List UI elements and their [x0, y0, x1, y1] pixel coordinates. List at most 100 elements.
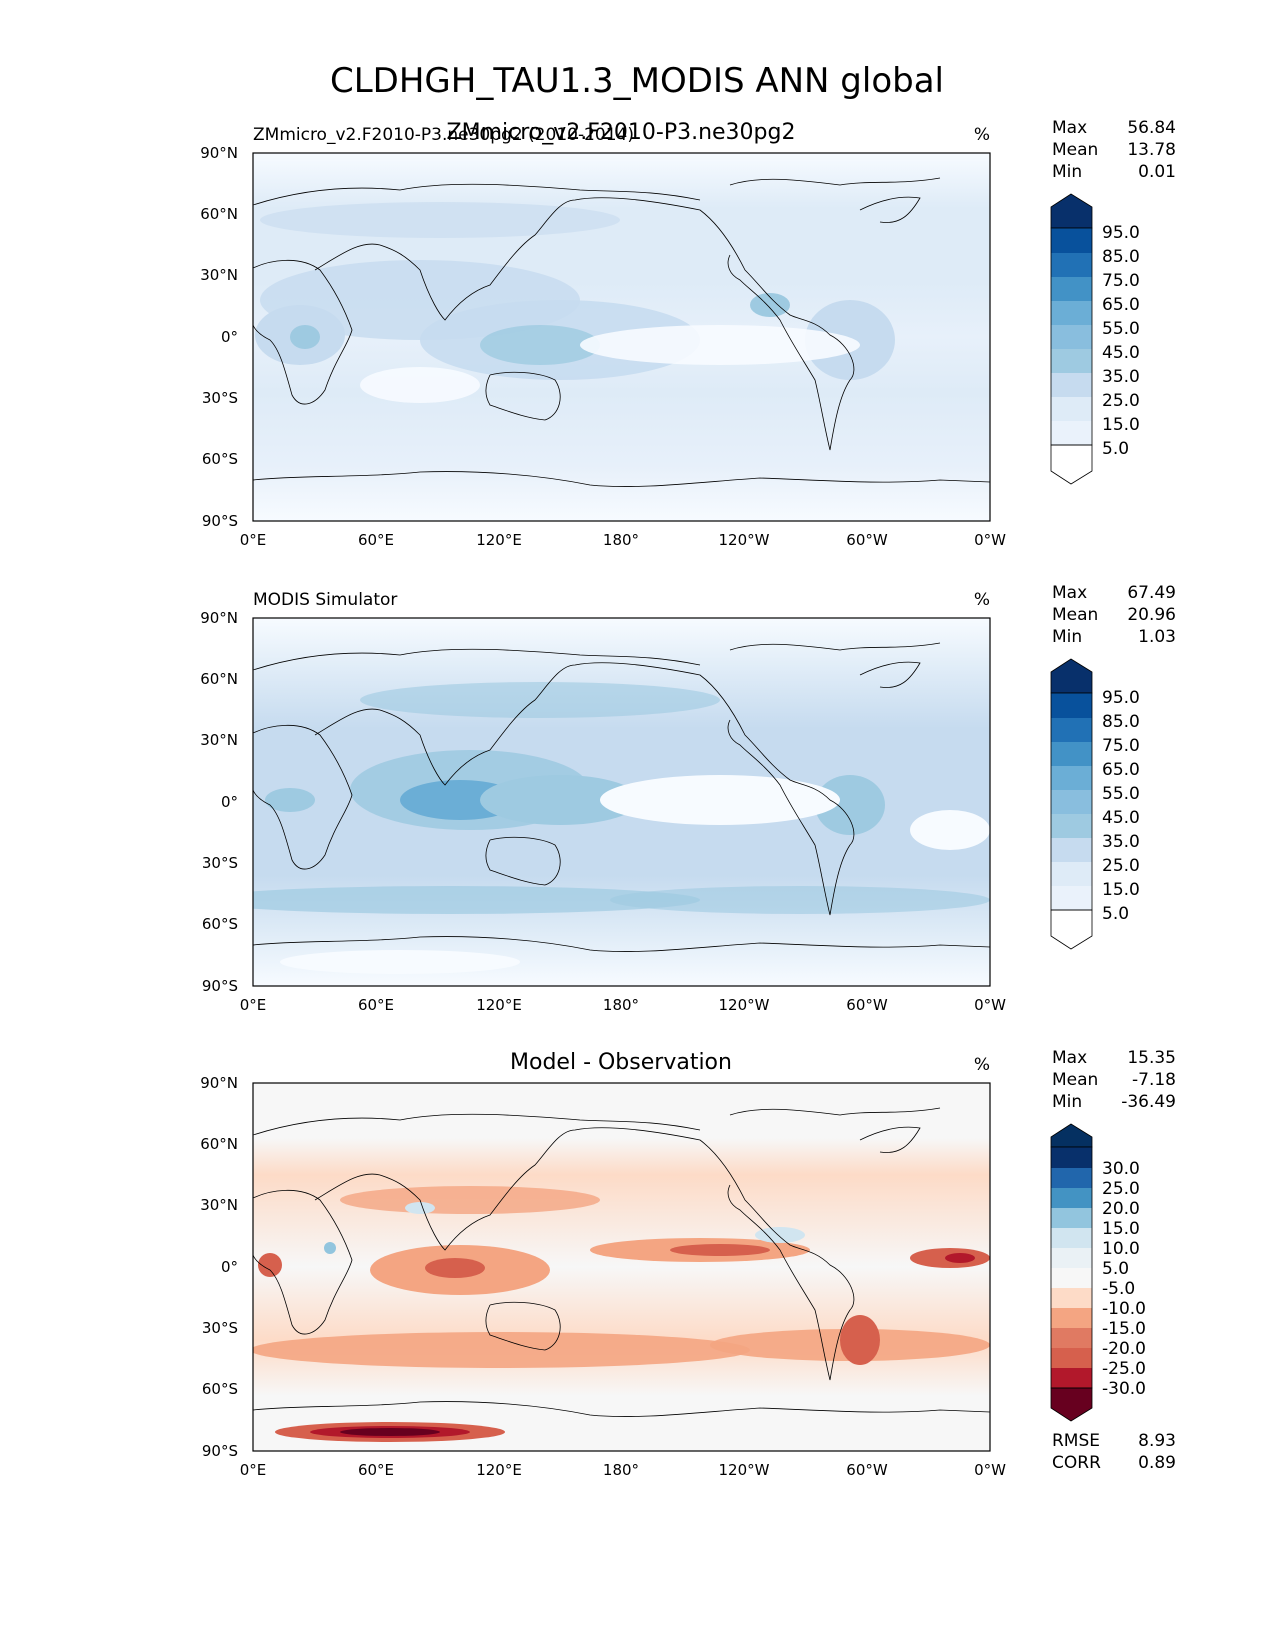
rmse-value: 8.93 — [1138, 1431, 1176, 1451]
colorbar-segment — [1051, 1168, 1092, 1188]
stat-mean-label: Mean — [1052, 605, 1098, 625]
y-tick: 0° — [221, 793, 238, 811]
panel-difference: 90°N 60°N 30°N 0° 30°S 60°S 90°S 0°E 60°… — [200, 1048, 1176, 1479]
y-tick: 60°S — [202, 450, 238, 468]
x-tick-labels: 0°E 60°E 120°E 180° 120°W 60°W 0°W — [240, 996, 1006, 1014]
colorbar-tick: 5.0 — [1102, 904, 1129, 924]
y-tick: 90°S — [202, 512, 238, 530]
units-label: % — [974, 125, 990, 145]
y-tick: 30°S — [202, 1319, 238, 1337]
colorbar: 95.0 85.0 75.0 65.0 55.0 45.0 35.0 25.0 … — [1050, 193, 1140, 485]
stat-min-label: Min — [1052, 162, 1082, 182]
colorbar-segment — [1051, 790, 1092, 814]
y-tick: 60°N — [200, 670, 238, 688]
x-tick: 60°W — [846, 531, 888, 549]
colorbar-tick: 55.0 — [1102, 319, 1140, 339]
colorbar-tick: 95.0 — [1102, 688, 1140, 708]
colorbar-segment — [1051, 1288, 1092, 1308]
x-tick: 0°E — [240, 1461, 267, 1479]
colorbar: 95.0 85.0 75.0 65.0 55.0 45.0 35.0 25.0 … — [1050, 658, 1140, 950]
colorbar-top-extension — [1050, 193, 1093, 229]
corr-label: CORR — [1052, 1453, 1101, 1473]
x-tick: 60°E — [358, 1461, 394, 1479]
stat-min-label: Min — [1052, 1092, 1082, 1112]
colorbar-segment — [1051, 1188, 1092, 1208]
y-tick: 30°N — [200, 1196, 238, 1214]
y-tick: 90°S — [202, 1442, 238, 1460]
panel-left-title: ZMmicro_v2.F2010-P3.ne30pg2 (2010-2014) — [253, 125, 634, 145]
x-tick: 60°E — [358, 996, 394, 1014]
map-field-difference — [253, 1083, 990, 1451]
colorbar-segment — [1051, 814, 1092, 838]
colorbar-tick: 25.0 — [1102, 856, 1140, 876]
coastlines-model — [253, 177, 990, 487]
panel-model: 90°N 60°N 30°N 0° 30°S 60°S 90°S 0°E 60°… — [200, 118, 1176, 549]
colorbar-tick-labels: 95.0 85.0 75.0 65.0 55.0 45.0 35.0 25.0 … — [1102, 223, 1140, 459]
colorbar-tick: -15.0 — [1102, 1319, 1146, 1339]
y-tick-labels: 90°N 60°N 30°N 0° 30°S 60°S 90°S — [200, 609, 238, 995]
colorbar-tick: 65.0 — [1102, 295, 1140, 315]
x-tick: 120°W — [719, 531, 770, 549]
colorbar-tick: 5.0 — [1102, 1259, 1129, 1279]
y-tick: 0° — [221, 328, 238, 346]
panel-center-title: Model - Observation — [510, 1050, 732, 1075]
colorbar-segment — [1051, 397, 1092, 421]
x-tick-labels: 0°E 60°E 120°E 180° 120°W 60°W 0°W — [240, 1461, 1006, 1479]
y-tick: 90°N — [200, 1074, 238, 1092]
y-tick: 30°S — [202, 389, 238, 407]
colorbar-tick: 15.0 — [1102, 1219, 1140, 1239]
stats-block: Max 67.49 Mean 20.96 Min 1.03 — [1052, 583, 1176, 647]
colorbar-segment — [1051, 1348, 1092, 1368]
colorbar: 30.0 25.0 20.0 15.0 10.0 5.0 -5.0 -10.0 … — [1050, 1123, 1146, 1422]
colorbar-segment — [1051, 1308, 1092, 1328]
stats-block: Max 15.35 Mean -7.18 Min -36.49 — [1052, 1048, 1176, 1112]
colorbar-segment — [1051, 1248, 1092, 1268]
colorbar-tick: 10.0 — [1102, 1239, 1140, 1259]
y-tick-labels: 90°N 60°N 30°N 0° 30°S 60°S 90°S — [200, 144, 238, 530]
stat-mean-value: -7.18 — [1132, 1070, 1176, 1090]
colorbar-bottom-extension — [1050, 909, 1093, 950]
x-tick: 0°W — [974, 1461, 1006, 1479]
stat-max-value: 56.84 — [1127, 118, 1176, 138]
colorbar-tick: 55.0 — [1102, 784, 1140, 804]
colorbar-tick: 5.0 — [1102, 439, 1129, 459]
axes-frame — [252, 617, 991, 987]
y-tick: 0° — [221, 1258, 238, 1276]
x-tick: 180° — [603, 996, 639, 1014]
map-field-model — [253, 153, 990, 521]
error-stats: RMSE 8.93 CORR 0.89 — [1052, 1431, 1176, 1473]
colorbar-tick: 25.0 — [1102, 391, 1140, 411]
axes-frame — [252, 152, 991, 522]
colorbar-segment — [1051, 862, 1092, 886]
figure-title: CLDHGH_TAU1.3_MODIS ANN global — [330, 61, 944, 101]
colorbar-tick: -25.0 — [1102, 1359, 1146, 1379]
colorbar-tick-labels: 95.0 85.0 75.0 65.0 55.0 45.0 35.0 25.0 … — [1102, 688, 1140, 924]
colorbar-segment — [1051, 228, 1092, 253]
x-tick: 120°W — [719, 1461, 770, 1479]
colorbar-tick: 85.0 — [1102, 712, 1140, 732]
stat-mean-value: 20.96 — [1127, 605, 1176, 625]
colorbar-segment — [1051, 1268, 1092, 1288]
stat-max-label: Max — [1052, 1048, 1087, 1068]
units-label: % — [974, 590, 990, 610]
colorbar-bottom-extension — [1050, 444, 1093, 485]
colorbar-segment — [1051, 1328, 1092, 1348]
x-tick: 120°E — [476, 1461, 522, 1479]
y-tick: 90°N — [200, 609, 238, 627]
colorbar-tick: -30.0 — [1102, 1379, 1146, 1399]
y-tick: 30°S — [202, 854, 238, 872]
colorbar-tick: 30.0 — [1102, 1159, 1140, 1179]
colorbar-tick: 85.0 — [1102, 247, 1140, 267]
stats-block: Max 56.84 Mean 13.78 Min 0.01 — [1052, 118, 1176, 182]
colorbar-tick: 15.0 — [1102, 415, 1140, 435]
map-field-observation — [253, 618, 990, 986]
rmse-label: RMSE — [1052, 1431, 1100, 1451]
colorbar-tick: 25.0 — [1102, 1179, 1140, 1199]
colorbar-tick: 35.0 — [1102, 367, 1140, 387]
stat-mean-value: 13.78 — [1127, 140, 1176, 160]
colorbar-tick: 65.0 — [1102, 760, 1140, 780]
colorbar-bottom-extension — [1050, 1387, 1093, 1422]
units-label: % — [974, 1055, 990, 1075]
stat-min-value: -36.49 — [1121, 1092, 1176, 1112]
colorbar-tick: 75.0 — [1102, 736, 1140, 756]
